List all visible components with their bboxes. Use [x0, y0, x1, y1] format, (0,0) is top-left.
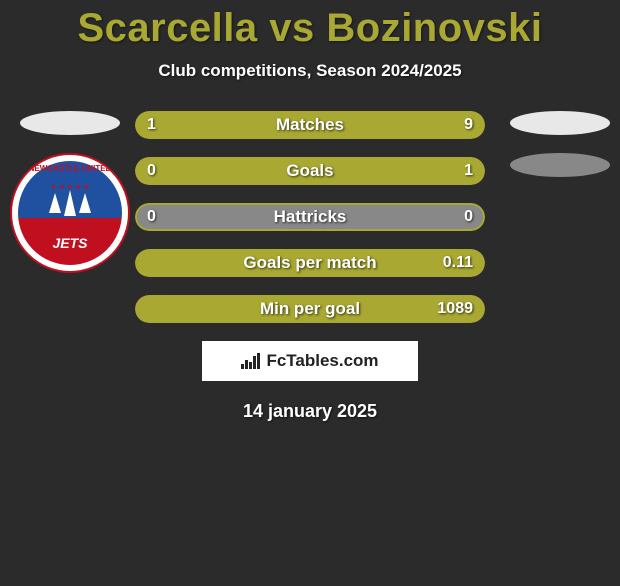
stat-row: 0.11Goals per match	[135, 249, 485, 277]
subtitle: Club competitions, Season 2024/2025	[0, 61, 620, 81]
right-player-ellipse-2	[510, 153, 610, 177]
page-title: Scarcella vs Bozinovski	[0, 6, 620, 51]
stats-area: NEWCASTLE UNITED ★ ★ ★ ★ ★ JETS 19Matche…	[0, 111, 620, 323]
date: 14 january 2025	[0, 401, 620, 422]
left-player-ellipse	[20, 111, 120, 135]
watermark-text: FcTables.com	[266, 351, 378, 371]
watermark: FcTables.com	[202, 341, 418, 381]
stat-bars: 19Matches 01Goals 00Hattricks 0.11Goals per…	[135, 111, 485, 323]
stat-row: 00Hattricks	[135, 203, 485, 231]
chart-icon	[241, 353, 260, 369]
stat-row: 01Goals	[135, 157, 485, 185]
club-logo: NEWCASTLE UNITED ★ ★ ★ ★ ★ JETS	[10, 153, 130, 273]
stat-label: Goals per match	[135, 249, 485, 277]
stat-row: 19Matches	[135, 111, 485, 139]
club-label: JETS	[42, 233, 97, 253]
stat-label: Goals	[135, 157, 485, 185]
club-top-text: NEWCASTLE UNITED	[12, 165, 128, 173]
right-player-column	[510, 111, 610, 195]
stat-label: Matches	[135, 111, 485, 139]
left-player-column: NEWCASTLE UNITED ★ ★ ★ ★ ★ JETS	[10, 111, 130, 273]
logo-planes	[49, 193, 91, 216]
stat-label: Hattricks	[135, 203, 485, 231]
right-player-ellipse-1	[510, 111, 610, 135]
stat-label: Min per goal	[135, 295, 485, 323]
stat-row: 1089Min per goal	[135, 295, 485, 323]
